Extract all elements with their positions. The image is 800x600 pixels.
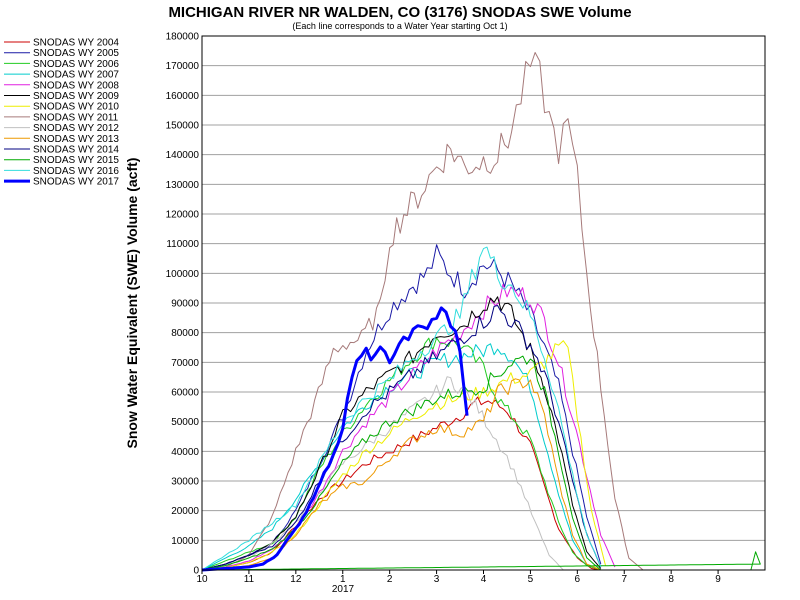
legend-label: SNODAS WY 2008 — [33, 80, 119, 91]
series-line — [201, 340, 606, 571]
legend-label: SNODAS WY 2016 — [33, 166, 119, 177]
series-line — [201, 396, 601, 571]
y-tick-label: 120000 — [166, 210, 200, 221]
legend-label: SNODAS WY 2010 — [33, 102, 119, 113]
y-tick-label: 160000 — [166, 91, 200, 102]
x-tick-label: 8 — [668, 574, 674, 585]
series-line — [201, 52, 644, 571]
legend-label: SNODAS WY 2009 — [33, 91, 119, 102]
x-ticks: 10 11 12 1 2 3 4 5 6 7 8 9 — [196, 570, 721, 585]
y-ticks: 0 10000 20000 30000 40000 50000 60000 70000 8000… — [166, 32, 200, 577]
y-tick-label: 40000 — [171, 447, 199, 458]
y-tick-label: 60000 — [171, 388, 199, 399]
series-line — [201, 296, 602, 571]
y-tick-label: 50000 — [171, 417, 199, 428]
chart-title: MICHIGAN RIVER NR WALDEN, CO (3176) SNOD… — [168, 4, 631, 21]
series-line — [201, 376, 564, 571]
x-tick-label: 7 — [621, 574, 627, 585]
legend-label: SNODAS WY 2013 — [33, 134, 119, 145]
x-tick-label: 11 — [244, 574, 255, 585]
x-tick-label: 5 — [528, 574, 534, 585]
x-year-label: 2017 — [332, 584, 355, 595]
y-tick-label: 70000 — [171, 358, 199, 369]
x-tick-label: 1 — [340, 574, 346, 585]
y-tick-label: 90000 — [171, 299, 199, 310]
y-tick-label: 140000 — [166, 150, 200, 161]
y-tick-label: 150000 — [166, 121, 200, 132]
x-tick-label: 6 — [575, 574, 581, 585]
y-tick-label: 170000 — [166, 61, 200, 72]
series-line — [201, 355, 761, 571]
legend-label: SNODAS WY 2011 — [33, 112, 119, 123]
y-tick-label: 0 — [193, 566, 199, 577]
legend-label: SNODAS WY 2017 — [33, 177, 119, 188]
y-tick-label: 30000 — [171, 477, 199, 488]
legend-label: SNODAS WY 2012 — [33, 123, 119, 134]
legend-label: SNODAS WY 2007 — [33, 70, 119, 81]
series-line — [201, 244, 602, 571]
legend-label: SNODAS WY 2005 — [33, 48, 119, 59]
chart-subtitle: (Each line corresponds to a Water Year s… — [292, 21, 507, 31]
x-tick-label: 2 — [387, 574, 393, 585]
legend-label: SNODAS WY 2015 — [33, 155, 119, 166]
y-axis-label: Snow Water Equivalent (SWE) Volume (acft… — [124, 158, 140, 449]
y-tick-label: 130000 — [166, 180, 200, 191]
series-line — [201, 305, 602, 571]
x-tick-label: 4 — [481, 574, 487, 585]
x-tick-label: 10 — [196, 574, 208, 585]
series-line — [201, 283, 616, 571]
series-line — [201, 343, 588, 571]
y-tick-label: 10000 — [171, 536, 199, 547]
x-tick-label: 12 — [290, 574, 302, 585]
legend-label: SNODAS WY 2004 — [33, 38, 119, 49]
y-tick-label: 100000 — [166, 269, 200, 280]
legend-label: SNODAS WY 2014 — [33, 145, 119, 156]
y-tick-label: 20000 — [171, 506, 199, 517]
legend-label: SNODAS WY 2006 — [33, 59, 119, 70]
series-layer — [201, 52, 761, 572]
x-tick-label: 9 — [715, 574, 721, 585]
y-tick-label: 110000 — [166, 239, 199, 250]
x-tick-label: 3 — [434, 574, 440, 585]
y-tick-label: 180000 — [166, 32, 200, 43]
grid — [202, 65, 765, 541]
series-line — [201, 246, 602, 571]
y-tick-label: 80000 — [171, 328, 199, 339]
series-line — [201, 306, 469, 572]
